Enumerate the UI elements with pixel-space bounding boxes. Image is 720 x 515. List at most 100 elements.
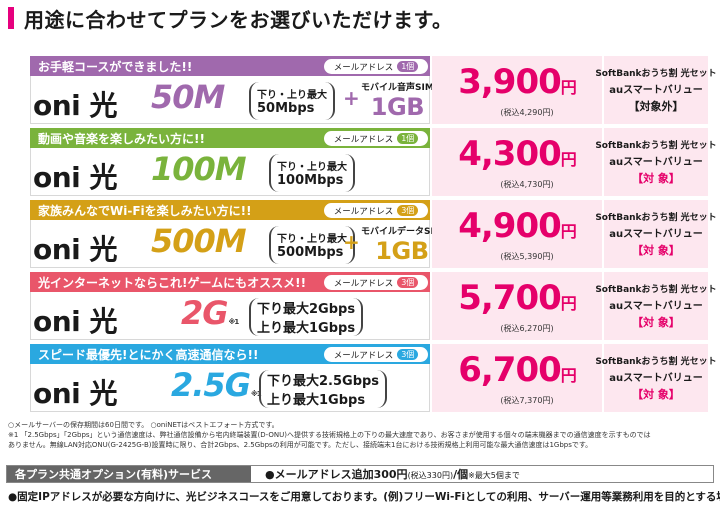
price-yen: 円 — [560, 293, 577, 313]
plan-catchphrase: 光インターネットならこれ!ゲームにもオススメ!! — [38, 275, 307, 290]
brand-logo: oni 光 — [33, 161, 118, 194]
price-box: 4,900円 (税込5,390円) — [432, 200, 602, 268]
plan-catchphrase: お手軽コースができました!! — [38, 59, 193, 74]
price-value: 5,700 — [458, 277, 562, 318]
mail-address-count: 3個 — [397, 277, 419, 288]
brand-logo: oni 光 — [33, 377, 118, 410]
option-size: 1GB — [370, 93, 425, 121]
plan-row: スピード最優先!とにかく高速通信なら!! メールアドレス 3個 oni 光 2.5G※1… — [30, 344, 717, 412]
note-line: ○メールサーバーの保存期間は60日間です。 ○oniNETはベストエフォート方式… — [8, 421, 279, 429]
discount-eligibility: 【対 象】 — [632, 172, 680, 185]
plan-price: 4,300円 — [458, 133, 577, 179]
plan-speed: 2.5G※1 — [171, 366, 262, 404]
plan-body: oni 光 2.5G※1 下り最大2.5Gbps 上り最大1Gbps — [30, 364, 430, 412]
mail-address-count: 1個 — [397, 61, 419, 72]
mail-address-tag: メールアドレス 3個 — [324, 203, 428, 218]
price-yen: 円 — [560, 365, 577, 385]
discount-box: SoftBankおうち割 光セット auスマートバリュー 【対 象】 — [595, 272, 717, 340]
plan-row: 光インターネットならこれ!ゲームにもオススメ!! メールアドレス 3個 oni 光 2G… — [30, 272, 717, 340]
mail-address-label: メールアドレス — [333, 278, 394, 289]
plan-spec: 下り・上り最大 500Mbps — [269, 226, 355, 264]
plan-spec: 下り最大2Gbps 上り最大1Gbps — [249, 298, 364, 336]
note-line: ありません。無線LAN対応ONU(G-2425G-B)設置時に限り、合計2Gbp… — [8, 441, 593, 449]
plan-row: 家族みんなでWi-Fiを楽しみたい方に!! メールアドレス 3個 oni 光 500M 下… — [30, 200, 717, 268]
discount-eligibility: 【対 象】 — [632, 316, 680, 329]
footer-note: ●固定IPアドレスが必要な方向けに、光ビジネスコースをご用意しております。(例)… — [8, 491, 720, 503]
page-header: 用途に合わせてプランをお選びいただけます。 — [8, 6, 453, 32]
plan-speed: 2G※1 — [181, 294, 240, 332]
price-tax-included: (税込4,290円) — [500, 107, 554, 117]
plan-price: 6,700円 — [458, 351, 577, 395]
plan-speed-note: ※1 — [250, 390, 262, 398]
spec-line-1: 下り・上り最大 — [257, 90, 327, 101]
plan-row: 動画や音楽を楽しみたい方に!! メールアドレス 1個 oni 光 100M 下り・上り最大… — [30, 128, 717, 196]
au-smart-value: auスマートバリュー — [609, 85, 703, 96]
mail-address-label: メールアドレス — [333, 350, 394, 361]
plan-body: oni 光 500M 下り・上り最大 500Mbps + モバイルデータSIM 1GB — [30, 220, 443, 268]
mail-add-price: ●メールアドレス追加300円 — [265, 468, 408, 481]
common-option-value: ●メールアドレス追加300円(税込330円)/個※最大5個まで — [251, 466, 520, 482]
mail-add-unit: /個 — [453, 468, 469, 481]
spec-line-1: 下り・上り最大 — [277, 234, 347, 245]
plan-spec: 下り・上り最大 100Mbps — [269, 154, 355, 192]
mail-address-tag: メールアドレス 1個 — [324, 59, 428, 74]
header-accent-bar — [8, 7, 14, 29]
plan-speed: 50M — [151, 78, 225, 116]
discount-box: SoftBankおうち割 光セット auスマートバリュー 【対 象】 — [595, 344, 717, 412]
plan-body: oni 光 100M 下り・上り最大 100Mbps — [30, 148, 430, 196]
discount-eligibility: 【対 象】 — [632, 244, 680, 257]
mail-add-tax: (税込330円) — [407, 471, 454, 480]
plan-option: モバイルデータSIM 1GB — [361, 224, 443, 265]
option-size: 1GB — [375, 237, 429, 265]
price-yen: 円 — [560, 221, 577, 241]
price-value: 4,300 — [458, 133, 562, 174]
plus-sign: + — [343, 86, 360, 110]
brand-logo: oni 光 — [33, 89, 118, 122]
mail-address-label: メールアドレス — [333, 62, 394, 73]
mail-address-tag: メールアドレス 3個 — [324, 275, 428, 290]
mail-address-tag: メールアドレス 1個 — [324, 131, 428, 146]
mail-address-count: 3個 — [397, 205, 419, 216]
discount-box: SoftBankおうち割 光セット auスマートバリュー 【対 象】 — [595, 200, 717, 268]
common-option-row: 各プラン共通オプション(有料)サービス ●メールアドレス追加300円(税込330… — [6, 465, 714, 483]
plan-row: お手軽コースができました!! メールアドレス 1個 oni 光 50M 下り・上り最大 50… — [30, 56, 717, 124]
plan-spec: 下り・上り最大 50Mbps — [249, 82, 335, 120]
price-tax-included: (税込7,370円) — [500, 395, 554, 405]
spec-line-2: 上り最大1Gbps — [257, 321, 356, 336]
price-yen: 円 — [560, 149, 577, 169]
softbank-discount: SoftBankおうち割 光セット — [595, 69, 717, 79]
mail-add-note: ※最大5個まで — [468, 471, 520, 480]
plan-option: モバイル音声SIM 1GB — [361, 80, 434, 121]
option-name: モバイルデータSIM — [361, 227, 443, 237]
price-value: 3,900 — [458, 61, 562, 102]
spec-line-1: 下り・上り最大 — [277, 162, 347, 173]
softbank-discount: SoftBankおうち割 光セット — [595, 213, 717, 223]
plan-speed-note: ※1 — [228, 318, 240, 326]
plan-catchphrase: スピード最優先!とにかく高速通信なら!! — [38, 347, 259, 362]
price-box: 5,700円 (税込6,270円) — [432, 272, 602, 340]
brand-logo: oni 光 — [33, 305, 118, 338]
plan-body: oni 光 50M 下り・上り最大 50Mbps + モバイル音声SIM 1GB — [30, 76, 434, 124]
mail-address-count: 1個 — [397, 133, 419, 144]
plan-price: 4,900円 — [458, 207, 577, 251]
spec-line-2: 100Mbps — [277, 173, 344, 188]
plan-speed-value: 50M — [151, 78, 225, 116]
au-smart-value: auスマートバリュー — [609, 229, 703, 240]
price-tax-included: (税込5,390円) — [500, 251, 554, 261]
plan-speed-value: 500M — [151, 222, 247, 260]
plan-speed-value: 2G — [181, 294, 229, 332]
plan-speed-value: 100M — [151, 150, 247, 188]
plan-speed-value: 2.5G — [171, 366, 251, 404]
plan-catchphrase: 動画や音楽を楽しみたい方に!! — [38, 131, 205, 146]
discount-box: SoftBankおうち割 光セット auスマートバリュー 【対象外】 — [595, 56, 717, 124]
plan-spec: 下り最大2.5Gbps 上り最大1Gbps — [259, 370, 388, 408]
plan-price: 3,900円 — [458, 61, 577, 107]
price-box: 4,300円 (税込4,730円) — [432, 128, 602, 196]
price-yen: 円 — [560, 77, 577, 97]
mail-address-label: メールアドレス — [333, 134, 394, 145]
spec-line-2: 50Mbps — [257, 101, 315, 116]
notes: ○メールサーバーの保存期間は60日間です。 ○oniNETはベストエフォート方式… — [8, 420, 712, 450]
price-tax-included: (税込6,270円) — [500, 323, 554, 333]
au-smart-value: auスマートバリュー — [609, 301, 703, 312]
spec-line-2: 500Mbps — [277, 245, 344, 260]
